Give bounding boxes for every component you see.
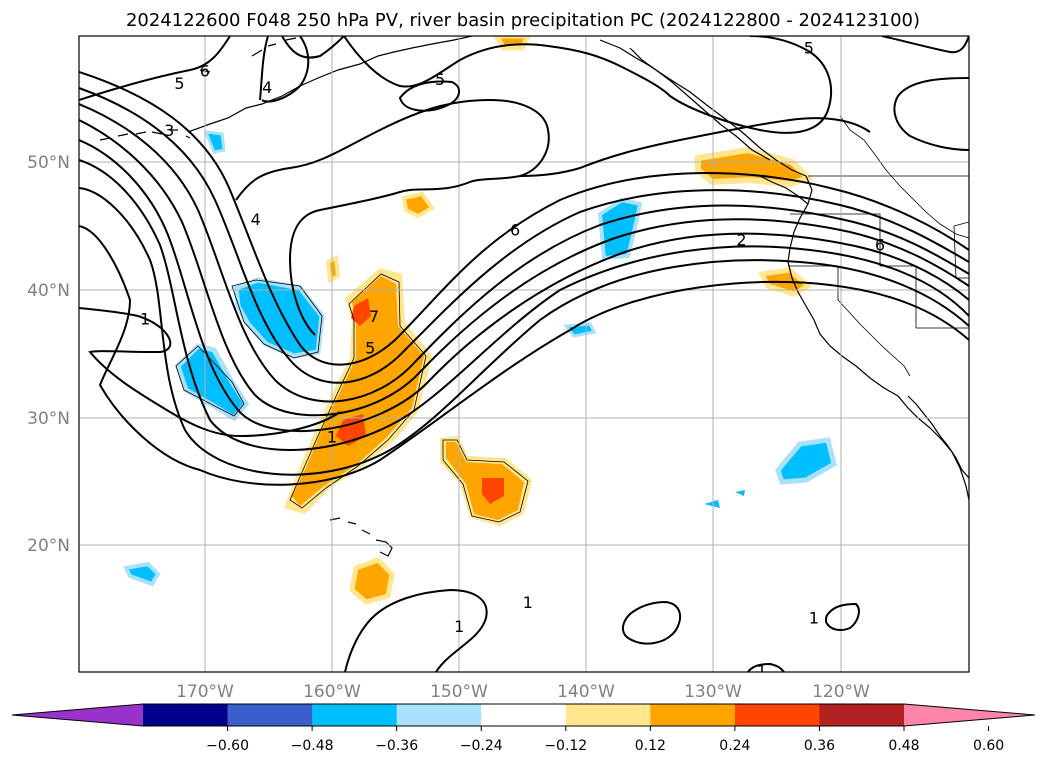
cool-anomaly: [704, 500, 720, 508]
colorbar-tick-label: −0.60: [206, 738, 249, 754]
colorbar-tick-label: 0.24: [719, 738, 750, 754]
contour-label: 3: [164, 121, 174, 140]
lon-label: 150°W: [430, 682, 488, 702]
lat-label: 30°N: [27, 409, 70, 429]
warm-anomaly-coast: [695, 146, 814, 188]
colorbar-bin: [312, 704, 398, 726]
lon-label: 160°W: [303, 682, 361, 702]
pv-contours: [79, 36, 969, 672]
warm-anomaly-small: [349, 557, 395, 605]
cool-anomaly: [123, 561, 161, 587]
colorbar-tick-label: −0.12: [544, 738, 587, 754]
lat-label: 40°N: [27, 281, 70, 301]
warm-anomaly-subtropical: [440, 436, 532, 526]
warm-anomaly-small: [325, 254, 341, 284]
longitude-labels: 170°W 160°W 150°W 140°W 130°W 120°W: [176, 682, 870, 702]
contour-label: 1: [757, 662, 767, 681]
cool-anomaly: [233, 277, 325, 359]
lon-label: 130°W: [684, 682, 742, 702]
contour-label: 2: [736, 231, 746, 250]
lon-label: 170°W: [176, 682, 234, 702]
colorbar-tick-label: −0.36: [375, 738, 418, 754]
colorbar-tick-label: 0.60: [973, 738, 1004, 754]
cool-anomaly: [203, 130, 226, 154]
contour-label: 1: [454, 617, 464, 636]
contour-label: 1: [523, 593, 533, 612]
lat-label: 20°N: [27, 536, 70, 556]
colorbar-tick-label: −0.24: [460, 738, 503, 754]
contour-label: 5: [365, 339, 375, 358]
map-background: [79, 36, 969, 672]
colorbar-extend-low: [12, 704, 143, 726]
precip-pc-shading: [123, 36, 837, 605]
contour-label: 5: [804, 38, 814, 57]
cool-anomaly: [735, 490, 745, 496]
contour-label: 5: [435, 70, 445, 89]
colorbar-outline: [11, 703, 1036, 727]
warm-anomaly-band: [284, 268, 432, 514]
latitude-labels: 50°N 40°N 30°N 20°N: [27, 153, 70, 556]
colorbar-bin: [650, 704, 736, 726]
colorbar-bin: [227, 704, 313, 726]
colorbar-bin: [819, 704, 905, 726]
contour-label: 6: [200, 61, 210, 80]
contour-label: 6: [875, 236, 885, 255]
colorbar-bin: [734, 704, 820, 726]
map-frame: [78, 35, 970, 673]
lon-label: 120°W: [812, 682, 870, 702]
colorbar-bin: [481, 704, 567, 726]
colorbar-bin: [565, 704, 651, 726]
colorbar-tick-label: −0.48: [291, 738, 334, 754]
contour-label: 6: [510, 220, 520, 239]
cool-anomaly: [597, 197, 643, 261]
colorbar-tick-label: 0.36: [804, 738, 835, 754]
coastlines: [99, 36, 969, 557]
contour-label: 7: [369, 307, 379, 326]
colorbar-bin: [143, 704, 229, 726]
contour-label: 1: [140, 309, 150, 328]
contour-label: 4: [262, 78, 272, 97]
colorbar-tick-label: 0.12: [635, 738, 666, 754]
colorbar-extend-high: [904, 704, 1035, 726]
lat-label: 50°N: [27, 153, 70, 173]
colorbar: −0.60 −0.48 −0.36 −0.24 −0.12 0.12 0.24 0.36 0.4…: [11, 703, 1036, 754]
lon-label: 140°W: [557, 682, 615, 702]
contour-label: 4: [251, 210, 261, 229]
contour-label: 1: [809, 608, 819, 627]
contour-label: 5: [174, 74, 184, 93]
cool-anomaly: [775, 437, 837, 485]
gridlines: [79, 36, 969, 672]
colorbar-tick-label: 0.48: [888, 738, 919, 754]
contour-label: 1: [327, 428, 337, 447]
colorbar-bin: [396, 704, 482, 726]
warm-anomaly-small: [401, 191, 435, 219]
map-title: 2024122600 F048 250 hPa PV, river basin …: [126, 10, 920, 31]
